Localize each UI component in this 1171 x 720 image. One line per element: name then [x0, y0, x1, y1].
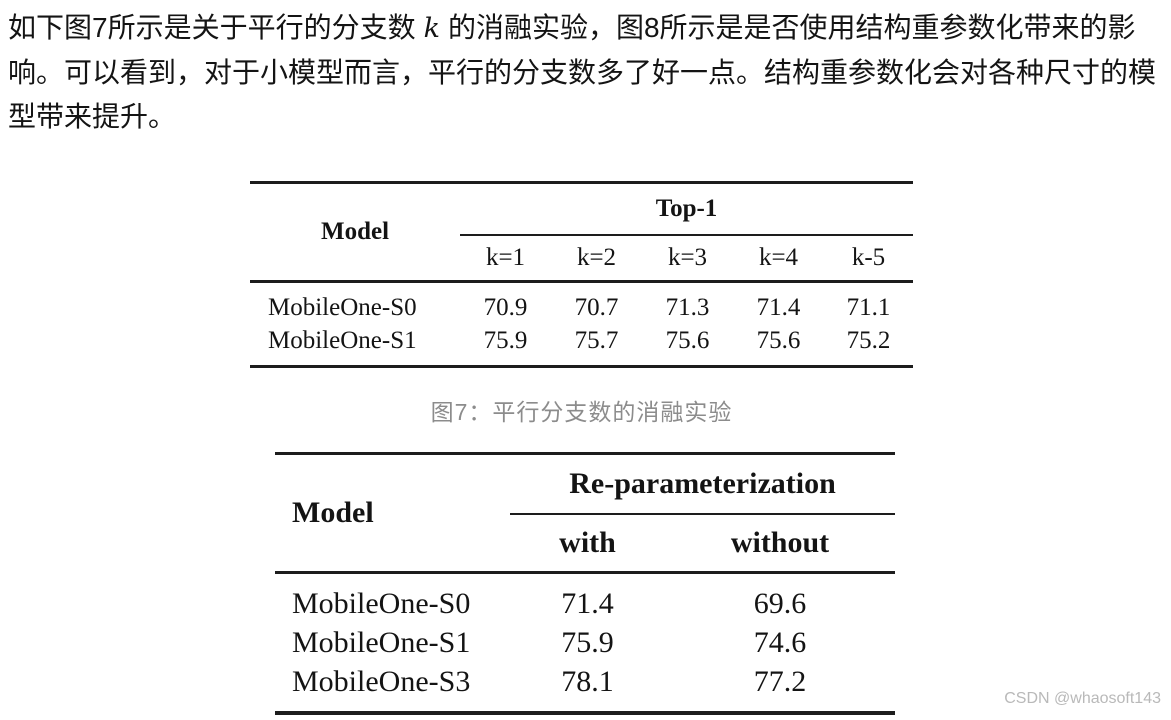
intro-paragraph: 如下图7所示是关于平行的分支数 k 的消融实验，图8所示是是否使用结构重参数化带来的… — [8, 6, 1166, 139]
table-cell: 71.4 — [756, 293, 801, 321]
table2-header-reparam: Re-parameterization — [510, 453, 895, 515]
table-row: MobileOne-S1 75.9 75.7 75.6 75.6 75.2 — [250, 324, 913, 367]
table-cell: 75.6 — [665, 326, 710, 354]
table1-subheader-k4: k=4 — [758, 244, 799, 271]
table-cell: 70.9 — [483, 293, 528, 321]
table1-row2-model: MobileOne-S1 — [268, 326, 417, 354]
table2-row3-model: MobileOne-S3 — [292, 664, 471, 698]
figure7-caption: 图7：平行分支数的消融实验 — [430, 399, 733, 425]
figure8-table-container: Model Re-parameterization with without M… — [275, 452, 895, 715]
table1-header-model: Model — [320, 218, 390, 245]
math-symbol-k: k — [423, 13, 440, 44]
watermark: CSDN @whaosoft143 — [1004, 690, 1161, 707]
table-row: MobileOne-S0 70.9 70.7 71.3 71.4 71.1 — [250, 282, 913, 325]
table-row: MobileOne-S1 75.9 74.6 — [275, 623, 895, 662]
table-cell: 69.6 — [753, 586, 807, 620]
table-cell: 71.4 — [561, 586, 614, 620]
parallel-branches-table: Model Top-1 k=1 k=2 k=3 k=4 k-5 MobileOn… — [250, 181, 913, 368]
paragraph-line-1: 如下图7所示是关于平行的分支数 k 的消融实验，图8所示是是否使用结构重参数化带来的… — [8, 6, 1166, 51]
table-cell: 74.6 — [753, 625, 807, 659]
table-cell: 77.2 — [753, 664, 807, 698]
table2-subheader-with: with — [559, 526, 616, 559]
table1-row1-model: MobileOne-S0 — [268, 293, 417, 321]
paragraph-line-1-pre: 如下图7所示是关于平行的分支数 — [8, 12, 416, 43]
reparameterization-table: Model Re-parameterization with without M… — [275, 452, 895, 715]
table1-subheader-k3: k=3 — [667, 244, 708, 271]
paragraph-line-3: 型带来提升。 — [8, 101, 177, 132]
figure7-table-container: Model Top-1 k=1 k=2 k=3 k=4 k-5 MobileOn… — [250, 181, 913, 368]
table-cell: 75.9 — [483, 326, 528, 354]
table-cell: 75.6 — [756, 326, 801, 354]
table2-subheader-without: without — [730, 526, 830, 559]
paragraph-line-1-post: 的消融实验，图8所示是是否使用结构重参数化带来的影 — [447, 12, 1136, 43]
table2-header-model: Model — [292, 496, 374, 529]
table-cell: 75.2 — [846, 326, 891, 354]
table1-subheader-k5: k-5 — [851, 244, 886, 271]
table2-row1-model: MobileOne-S0 — [292, 586, 471, 620]
table-cell: 71.1 — [846, 293, 891, 321]
table-cell: 78.1 — [561, 664, 614, 698]
table1-header-top1: Top-1 — [460, 182, 913, 236]
table1-subheader-k2: k=2 — [576, 244, 617, 271]
table-cell: 75.7 — [574, 326, 619, 354]
table-cell: 75.9 — [561, 625, 614, 659]
table1-subheader-k1: k=1 — [485, 244, 526, 271]
table-row: MobileOne-S0 71.4 69.6 — [275, 573, 895, 624]
table-cell: 70.7 — [574, 293, 619, 321]
paragraph-line-2: 响。可以看到，对于小模型而言，平行的分支数多了好一点。结构重参数化会对各种尺寸的… — [8, 57, 1157, 88]
table-cell: 71.3 — [665, 293, 710, 321]
table-row: MobileOne-S3 78.1 77.2 — [275, 662, 895, 713]
table2-row2-model: MobileOne-S1 — [292, 625, 471, 659]
